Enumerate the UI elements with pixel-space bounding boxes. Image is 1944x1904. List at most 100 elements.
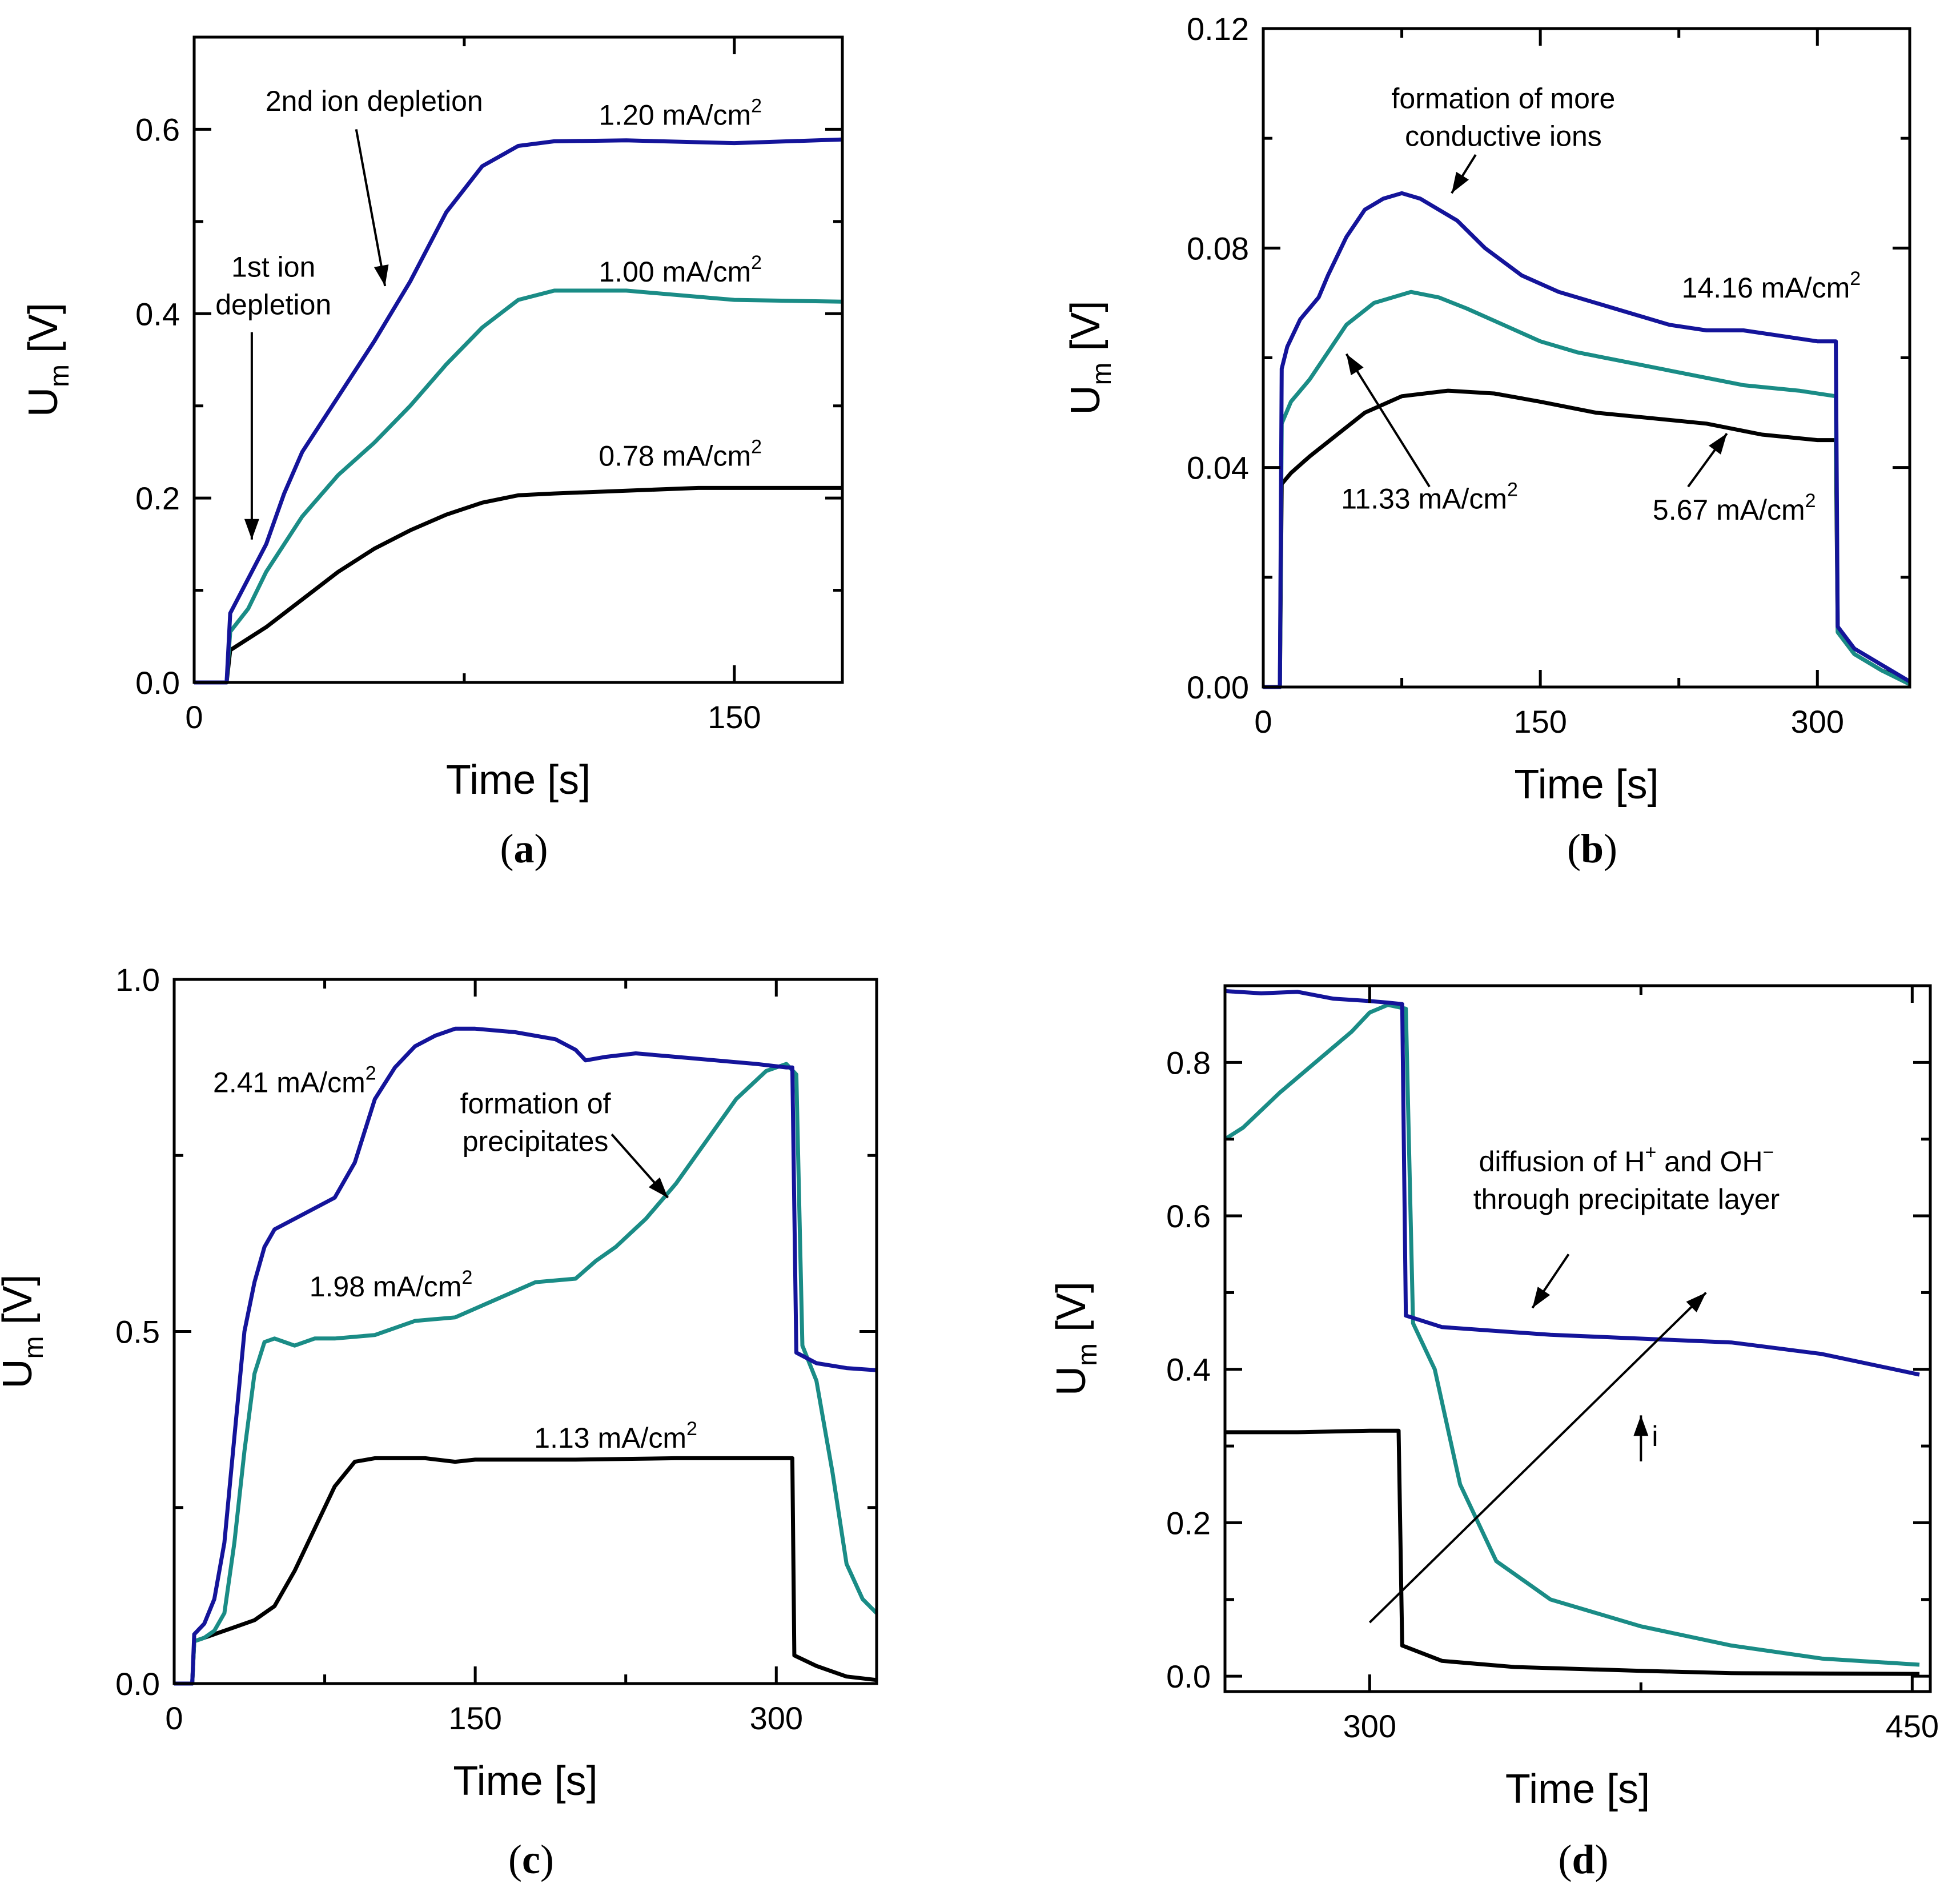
y-axis-label-main: U [0,1359,41,1389]
annotation-text: 11.33 mA/cm2 [1341,479,1518,515]
y-tick-label: 0.2 [135,480,180,516]
annotation-line: formation of [460,1087,611,1119]
series-line-blue [174,1026,877,1686]
annotation-line: 14.16 mA/cm [1682,272,1850,304]
annotation-text: 14.16 mA/cm2 [1682,268,1861,304]
y-tick-label: 0.00 [1187,669,1249,705]
x-tick-label: 300 [1343,1708,1396,1744]
annotation-line: 2nd ion depletion [266,85,483,117]
plot-frame [1223,984,1932,1693]
y-axis-label-sub: m [45,364,75,387]
y-tick-label: 0.2 [1166,1505,1211,1541]
series-line-blue [1263,191,1911,689]
y-axis-label-unit: [V] [1063,300,1108,362]
x-axis-label: Time [s] [1514,762,1658,808]
y-tick-label: 0.0 [1166,1658,1211,1694]
panel-b: 0 150 300 0.00 0.04 0.08 0.12 Time [s] Um [V] for… [1063,11,1911,871]
x-tick-label: 0 [185,699,203,735]
y-axis-label-main: U [1063,385,1108,415]
y-axis-label-sub: m [1087,363,1117,385]
y-axis-label-sub: m [1073,1343,1103,1366]
x-axis-label: Time [s] [453,1758,597,1804]
x-tick-label: 300 [750,1700,803,1736]
y-axis-label-unit: [V] [21,303,66,364]
panel-caption-letter: b [1581,826,1604,871]
panel-caption: (b) [1567,826,1617,871]
x-tick-label: 150 [708,699,761,735]
annotation-text: diffusion of H+ and OH− [1479,1142,1774,1178]
series-line-teal [1224,1003,1920,1667]
y-tick-label: 0.0 [115,1666,160,1702]
annotation-text: 2.41 mA/cm2 [213,1062,376,1098]
y-tick-label: 0.4 [135,296,180,332]
annotation-line: diffusion of H [1479,1146,1645,1178]
annotation-line: 1st ion [231,251,315,283]
annotation-arrow-head [648,1177,668,1198]
annotation-superscript: − [1763,1142,1774,1163]
annotation-superscript: 2 [1850,268,1861,290]
y-axis-label: Um [V] [1049,1282,1103,1396]
series-line-teal [174,1062,878,1686]
y-tick-label: 0.0 [135,665,180,701]
plot-frame [192,35,844,684]
panel-caption-letter: a [514,826,535,871]
x-axis-label: Time [s] [446,757,591,803]
panel-caption: (c) [508,1837,554,1882]
annotation-arrow-head [1451,171,1469,194]
annotation-arrow-head [373,264,389,286]
panel-a: 0 150 0.0 0.2 0.4 0.6 Time [s] Um [V] 1.20 mA/cm… [21,35,844,871]
y-axis-label-unit: [V] [0,1274,41,1336]
panel-d: 300 450 0.0 0.2 0.4 0.6 0.8 Time [s] Um [V] diffu… [1049,984,1939,1882]
panel-caption-letter: c [522,1837,540,1882]
y-tick-label: 0.4 [1166,1352,1211,1388]
annotation-line: depletion [215,289,331,321]
x-tick-label: 150 [448,1700,501,1736]
annotation-line: 5.67 mA/cm [1653,494,1805,526]
y-axis-label-main: U [1049,1366,1094,1396]
y-tick-label: 0.6 [135,111,180,147]
annotation-arrow-head [1633,1415,1649,1436]
annotation-superscript: 2 [1507,479,1518,501]
y-tick-label: 0.08 [1187,230,1249,266]
annotation-line: 11.33 mA/cm [1341,483,1507,515]
annotation-text: 1.13 mA/cm2 [534,1418,697,1454]
annotation-line: 1.20 mA/cm [599,99,751,131]
x-tick-label: 0 [1254,704,1272,740]
annotation-superscript: 2 [686,1418,697,1440]
y-tick-label: 0.04 [1187,450,1249,486]
annotation-text: formation of [460,1087,611,1119]
annotation-text: 2nd ion depletion [266,85,483,117]
y-tick-label: 0.5 [115,1314,160,1350]
annotation-line: 1.13 mA/cm [534,1422,686,1454]
y-tick-label: 0.6 [1166,1198,1211,1234]
x-tick-label: 150 [1513,704,1567,740]
series-line-black [174,1456,877,1686]
annotation-text: 5.67 mA/cm2 [1653,490,1816,526]
annotation-text: 1st ion [231,251,315,283]
series-line-blue [1224,989,1920,1377]
annotation-text: formation of more [1392,82,1616,114]
series-line-black [1225,1428,1920,1676]
annotation-line: precipitates [463,1125,609,1157]
annotation-line: 0.78 mA/cm [599,440,751,472]
panel-caption: (a) [500,826,548,871]
annotation-superscript: + [1645,1142,1656,1163]
y-tick-label: 1.0 [115,962,160,998]
series-line-blue [194,137,843,685]
annotation-text: i [1652,1420,1658,1452]
y-axis-label: Um [V] [1063,300,1117,415]
annotation-text: 1.00 mA/cm2 [599,252,762,288]
annotation-line: i [1652,1420,1658,1452]
y-axis-label: Um [V] [21,303,75,417]
annotation-arrow-head [1346,354,1364,376]
series-line-black [1263,388,1911,689]
y-axis-label-main: U [21,387,66,417]
annotation-arrow-head [1532,1287,1551,1308]
annotation-text: 1.98 mA/cm2 [310,1267,473,1303]
annotation-text: precipitates [463,1125,609,1157]
annotation-superscript: 2 [461,1267,472,1288]
series-line-black [194,485,842,685]
annotation-line: through precipitate layer [1473,1183,1780,1215]
panel-caption: (d) [1558,1837,1608,1882]
